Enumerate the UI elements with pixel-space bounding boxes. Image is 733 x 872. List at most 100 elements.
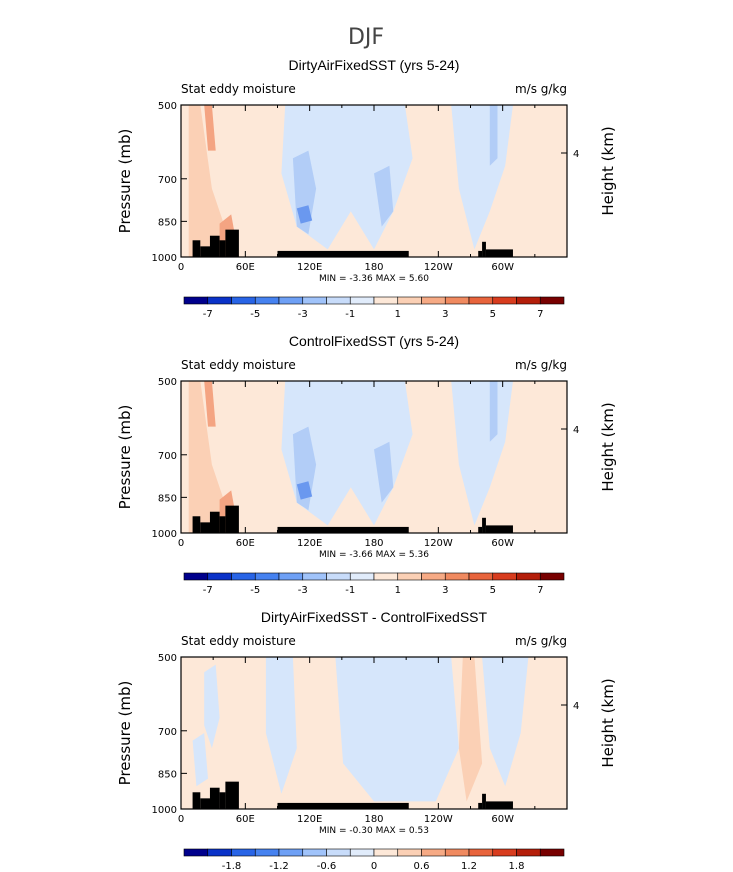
field-negative-region [374,165,394,227]
colorbar-segment [421,296,446,305]
min-max-text: MIN = -0.30 MAX = 0.53 [319,826,429,836]
topography [277,250,409,257]
topography [225,229,239,257]
colorbar-segment [326,848,351,857]
colorbar-segment [349,296,375,305]
field-positive-region [188,381,235,533]
x-tick-label: 60W [491,262,514,273]
colorbar-segment [516,848,541,857]
colorbar-segment [468,572,494,581]
topography [478,802,483,809]
colorbar-segment [373,572,399,581]
topography [219,792,226,809]
x-tick-label: 120E [297,814,322,825]
colorbar-segment [444,296,470,305]
panel-left-label: Stat eddy moisture [181,634,296,648]
colorbar-segment [183,572,209,581]
colorbar-segment [326,572,351,581]
colorbar-segment [516,296,541,305]
colorbar-segment [444,572,470,581]
y-tick-label: 500 [158,101,177,112]
panel-right-label: m/s g/kg [515,358,567,372]
topography [219,240,226,257]
topography [478,250,483,257]
y-tick-label: 500 [158,377,177,388]
colorbar-segment [278,572,304,581]
panel-title: ControlFixedSST (yrs 5-24) [289,333,459,349]
colorbar-label: 0 [371,861,377,872]
topography [219,516,226,533]
x-tick-label: 120W [424,262,453,273]
figure-title: DJF [348,25,384,50]
topography [482,517,486,533]
colorbar-segment [468,296,494,305]
topography [225,505,239,533]
y-right-tick-label: 4 [573,425,579,436]
topography [209,787,220,809]
colorbar-segment [492,848,517,857]
colorbar-segment [278,296,304,305]
colorbar-label: 0.6 [414,861,430,872]
colorbar-label: -3 [298,585,308,596]
topography [225,781,239,809]
x-tick-label: 180 [364,538,383,549]
colorbar-label: -5 [250,309,260,320]
topography [485,525,513,533]
panel-right-label: m/s g/kg [515,82,567,96]
topography [200,246,212,257]
colorbar-label: 1.2 [461,861,477,872]
colorbar-segment [278,848,304,857]
colorbar-segment [254,848,280,857]
colorbar-label: -0.6 [317,861,337,872]
colorbar-segment [397,572,422,581]
colorbar-segment [231,296,256,305]
topography [200,798,212,809]
x-tick-label: 180 [364,814,383,825]
colorbar-label: 1 [395,309,401,320]
colorbar-label: 5 [490,585,496,596]
colorbar-segment [207,848,232,857]
colorbar-label: -5 [250,585,260,596]
topography [485,249,513,257]
field-negative-region [265,657,297,794]
field-negative-region [374,441,394,503]
colorbar-label: -1 [345,585,355,596]
topography [192,516,201,533]
colorbar-segment [207,296,232,305]
y-tick-label: 850 [158,769,177,780]
field-positive-region [204,105,216,151]
y-tick-label: 1000 [152,529,177,540]
x-tick-label: 60E [236,814,255,825]
chart-panel-1: DirtyAirFixedSST (yrs 5-24) Stat eddy moi… [116,57,617,320]
topography [200,522,212,533]
x-tick-label: 0 [178,814,184,825]
colorbar-segment [421,572,446,581]
colorbar-segment [254,296,280,305]
topography [277,802,409,809]
y-tick-label: 700 [158,175,177,186]
colorbar-label: 3 [442,309,448,320]
x-tick-label: 0 [178,262,184,273]
y-tick-label: 850 [158,493,177,504]
field-negative-region [451,105,513,250]
topography [209,235,220,257]
colorbar-segment [302,848,327,857]
topography [192,240,201,257]
colorbar-segment [254,572,280,581]
x-tick-label: 60E [236,262,255,273]
y-tick-label: 1000 [152,253,177,264]
colorbar-label: 7 [537,309,543,320]
colorbar-segment [492,572,517,581]
chart-panel-2: ControlFixedSST (yrs 5-24) Stat eddy mois… [116,333,617,596]
panel-title: DirtyAirFixedSST - ControlFixedSST [261,609,488,625]
x-tick-label: 60W [491,814,514,825]
colorbar-label: -7 [203,309,213,320]
colorbar-segment [492,296,517,305]
colorbar-segment [468,848,494,857]
colorbar-label: 1.8 [509,861,525,872]
y-axis-label: Pressure (mb) [116,405,134,510]
x-tick-label: 0 [178,538,184,549]
y-right-tick-label: 4 [573,701,579,712]
min-max-text: MIN = -3.66 MAX = 5.36 [319,550,429,560]
